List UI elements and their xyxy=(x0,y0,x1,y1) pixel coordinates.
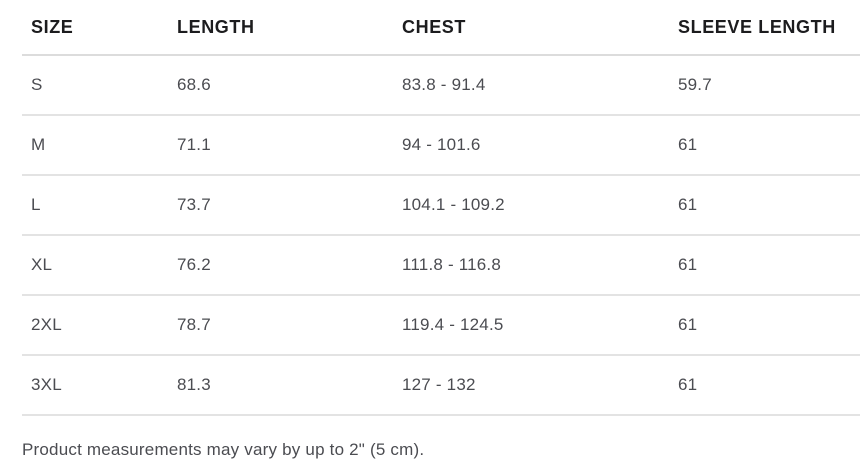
length-cell: 78.7 xyxy=(168,295,393,356)
sleeve-cell: 61 xyxy=(669,355,860,416)
column-header-size: SIZE xyxy=(22,0,168,56)
length-cell: 76.2 xyxy=(168,235,393,296)
size-chart-table: SIZE LENGTH CHEST SLEEVE LENGTH S 68.6 83.8 -… xyxy=(22,0,860,416)
size-cell: 3XL xyxy=(22,355,168,416)
sleeve-cell: 61 xyxy=(669,115,860,176)
size-cell: XL xyxy=(22,235,168,296)
chest-cell: 127 - 132 xyxy=(393,355,669,416)
table-row: XL 76.2 111.8 - 116.8 61 xyxy=(22,235,860,296)
chest-cell: 119.4 - 124.5 xyxy=(393,295,669,356)
column-header-length: LENGTH xyxy=(168,0,393,56)
size-cell: 2XL xyxy=(22,295,168,356)
table-row: M 71.1 94 - 101.6 61 xyxy=(22,115,860,176)
table-row: L 73.7 104.1 - 109.2 61 xyxy=(22,175,860,236)
size-cell: M xyxy=(22,115,168,176)
chest-cell: 104.1 - 109.2 xyxy=(393,175,669,236)
sleeve-cell: 61 xyxy=(669,175,860,236)
chest-cell: 83.8 - 91.4 xyxy=(393,55,669,116)
length-cell: 81.3 xyxy=(168,355,393,416)
sleeve-cell: 61 xyxy=(669,295,860,356)
column-header-chest: CHEST xyxy=(393,0,669,56)
column-header-sleeve: SLEEVE LENGTH xyxy=(669,0,860,56)
size-cell: L xyxy=(22,175,168,236)
length-cell: 68.6 xyxy=(168,55,393,116)
table-row: 2XL 78.7 119.4 - 124.5 61 xyxy=(22,295,860,356)
length-cell: 73.7 xyxy=(168,175,393,236)
sleeve-cell: 61 xyxy=(669,235,860,296)
table-row: S 68.6 83.8 - 91.4 59.7 xyxy=(22,55,860,116)
measurement-note: Product measurements may vary by up to 2… xyxy=(22,440,425,459)
chest-cell: 111.8 - 116.8 xyxy=(393,235,669,296)
table-row: 3XL 81.3 127 - 132 61 xyxy=(22,355,860,416)
size-cell: S xyxy=(22,55,168,116)
length-cell: 71.1 xyxy=(168,115,393,176)
sleeve-cell: 59.7 xyxy=(669,55,860,116)
chest-cell: 94 - 101.6 xyxy=(393,115,669,176)
table-header-row: SIZE LENGTH CHEST SLEEVE LENGTH xyxy=(22,0,860,56)
